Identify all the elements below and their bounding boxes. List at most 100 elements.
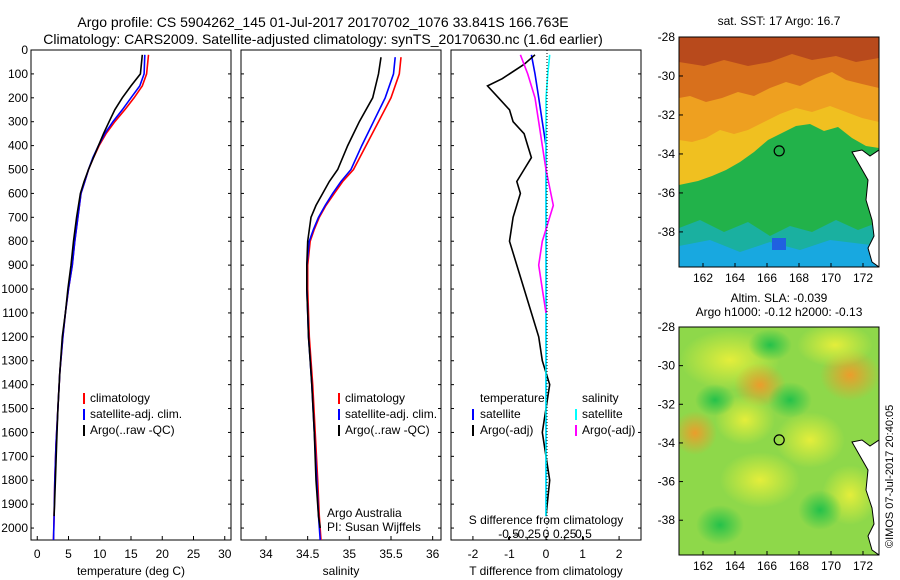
copyright-stamp: ©IMOS 07-Jul-2017 20:40:05 — [884, 405, 896, 548]
depth-tick-label: 900 — [8, 258, 28, 272]
credit-pi: PI: Susan Wijffels — [327, 520, 421, 534]
lon-tick-label: 172 — [853, 271, 873, 285]
header-line-2: Climatology: CARS2009. Satellite-adjuste… — [43, 31, 603, 47]
difference-x-axis: -2 -1 0 1 2 -0.5-0.25 0 0.250.5 — [468, 527, 623, 561]
sla-map-title-2: Argo h1000: -0.12 h2000: -0.13 — [696, 305, 863, 319]
sst-map-axes: 162 164 166 168 170 172 -28 -30 -32 -34 -36 -38 — [658, 30, 874, 285]
salinity-panel — [240, 49, 442, 541]
depth-tick-label: 700 — [8, 210, 28, 224]
depth-tick-label: 1700 — [1, 449, 28, 463]
lat-tick-label: -30 — [658, 359, 676, 373]
salinity-xlabel: salinity — [323, 564, 360, 578]
sla-map — [679, 327, 879, 555]
argo-location-marker — [773, 434, 785, 446]
depth-tick-label: 800 — [8, 234, 28, 248]
lat-tick-label: -32 — [658, 397, 676, 411]
credit-org: Argo Australia — [327, 506, 402, 520]
sla-map-axes: 162 164 166 168 170 172 -28 -30 -32 -34 -36 -38 — [658, 320, 874, 573]
x-tick-label: -2 — [468, 547, 479, 561]
lat-tick-label: -28 — [658, 320, 676, 334]
x-tick-label: 2 — [616, 547, 623, 561]
lat-tick-label: -36 — [658, 186, 676, 200]
s-tick-label: 0 — [543, 527, 550, 541]
s-tick-label: -0.5 — [498, 527, 519, 541]
depth-tick-label: 1500 — [1, 402, 28, 416]
lon-tick-label: 168 — [789, 559, 809, 573]
depth-tick-label: 500 — [8, 163, 28, 177]
lat-tick-label: -28 — [658, 30, 676, 44]
lon-tick-label: 172 — [853, 559, 873, 573]
legend-label-satellite: satellite-adj. clim. — [345, 407, 437, 421]
lon-tick-label: 164 — [725, 271, 745, 285]
depth-tick-label: 0 — [21, 43, 28, 57]
series-line — [306, 57, 402, 540]
depth-tick-label: 1400 — [1, 378, 28, 392]
legend-label-climatology: climatology — [345, 391, 405, 405]
legend-heading-salinity: salinity — [582, 391, 619, 405]
legend-label-temp-argo: Argo(-adj) — [480, 423, 533, 437]
difference-series — [486, 54, 555, 517]
depth-tick-label: 1200 — [1, 330, 28, 344]
x-tick-label: 0 — [34, 547, 41, 561]
depth-tick-label: 1100 — [2, 306, 28, 320]
x-tick-label: 34 — [259, 547, 273, 561]
salinity-x-axis: 34 34.5 35 35.5 36 — [259, 536, 440, 561]
difference-xlabel: T difference from climatology — [469, 564, 623, 578]
x-tick-label: 35.5 — [379, 547, 403, 561]
lat-tick-label: -34 — [658, 436, 676, 450]
depth-tick-label: 1800 — [1, 473, 28, 487]
legend-label-sal-satellite: satellite — [582, 407, 623, 421]
temperature-legend: climatology satellite-adj. clim. Argo(..… — [83, 391, 182, 437]
salinity-legend: climatology satellite-adj. clim. Argo(..… — [338, 391, 437, 437]
lat-tick-label: -30 — [658, 69, 676, 83]
s-tick-label: -0.25 — [514, 527, 542, 541]
x-tick-label: 36 — [426, 547, 440, 561]
series-line — [519, 54, 555, 314]
legend-label-satellite: satellite-adj. clim. — [90, 407, 182, 421]
header-line-1: Argo profile: CS 5904262_145 01-Jul-2017… — [77, 14, 568, 30]
depth-tick-label: 1600 — [1, 425, 28, 439]
x-tick-label: 10 — [93, 547, 107, 561]
x-tick-label: -1 — [504, 547, 515, 561]
difference-legend: temperature satellite Argo(-adj) salinit… — [472, 391, 635, 437]
series-line — [545, 54, 551, 517]
x-tick-label: 35 — [343, 547, 357, 561]
lon-tick-label: 162 — [693, 559, 713, 573]
argo-location-marker — [773, 145, 785, 157]
lat-tick-label: -34 — [658, 147, 676, 161]
salinity-series — [305, 57, 402, 540]
legend-label-argo: Argo(..raw -QC) — [90, 423, 175, 437]
temperature-panel — [30, 49, 232, 541]
legend-label-temp-satellite: satellite — [480, 407, 521, 421]
sla-map-frame — [678, 326, 880, 556]
lat-tick-label: -32 — [658, 108, 676, 122]
x-tick-label: 20 — [156, 547, 170, 561]
sst-map-frame — [678, 36, 880, 268]
x-tick-label: 5 — [65, 547, 72, 561]
series-line — [486, 54, 551, 517]
s-tick-label: 0.5 — [575, 527, 592, 541]
sst-map — [679, 37, 879, 267]
depth-tick-label: 400 — [8, 139, 28, 153]
series-line — [305, 57, 382, 529]
x-tick-label: 34.5 — [296, 547, 320, 561]
legend-label-argo: Argo(..raw -QC) — [345, 423, 430, 437]
difference-xlabel-2: S difference from climatology — [469, 513, 624, 527]
depth-tick-label: 1000 — [1, 282, 28, 296]
temperature-series — [52, 54, 150, 540]
depth-tick-label: 200 — [8, 91, 28, 105]
legend-label-sal-argo: Argo(-adj) — [582, 423, 635, 437]
depth-tick-label: 300 — [8, 115, 28, 129]
lon-tick-label: 170 — [821, 559, 841, 573]
temperature-xlabel: temperature (deg C) — [77, 564, 185, 578]
lon-tick-label: 162 — [693, 271, 713, 285]
series-line — [305, 57, 396, 540]
x-tick-label: 0 — [543, 547, 550, 561]
depth-tick-label: 1300 — [1, 354, 28, 368]
depth-axis: 0 100 200 300 400 500 600 700 800 900 1000 1100 1200… — [1, 43, 641, 535]
lat-tick-label: -36 — [658, 475, 676, 489]
depth-tick-label: 600 — [8, 186, 28, 200]
temperature-x-axis: 0 5 10 15 20 25 30 — [34, 536, 232, 561]
x-tick-label: 15 — [124, 547, 138, 561]
